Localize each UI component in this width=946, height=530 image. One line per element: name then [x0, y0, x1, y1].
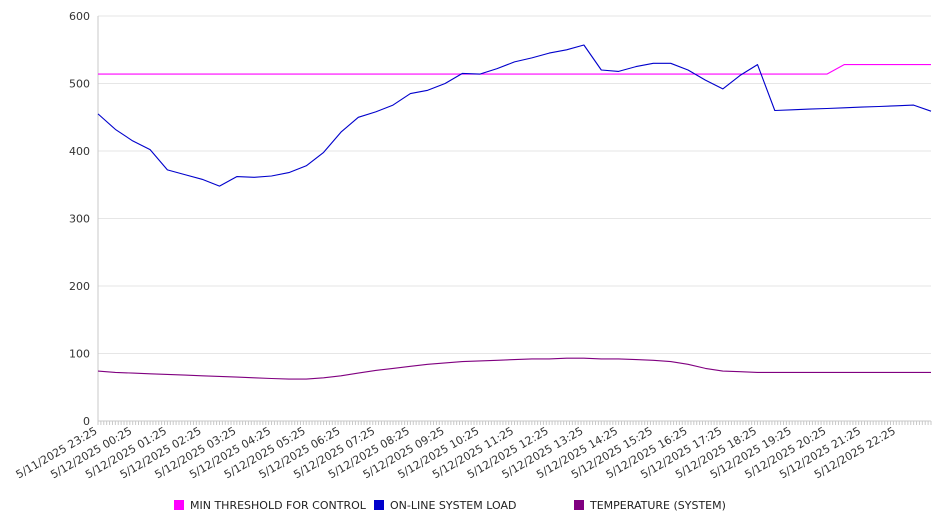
series-line-2	[97, 357, 931, 380]
y-tick-label-0: 0	[83, 415, 90, 428]
y-axis-ticks: 0 100 200 300 400 500 600	[69, 10, 90, 428]
series-line-1	[97, 44, 932, 187]
legend-label-temperature: TEMPERATURE (SYSTEM)	[589, 499, 726, 512]
y-tick-label-600: 600	[69, 10, 90, 23]
y-tick-label-500: 500	[69, 78, 90, 91]
legend-label-min-threshold: MIN THRESHOLD FOR CONTROL	[190, 499, 367, 512]
y-tick-label-300: 300	[69, 213, 90, 226]
legend-swatch-temperature	[574, 500, 584, 510]
series-line-0	[98, 64, 931, 75]
y-tick-label-400: 400	[69, 145, 90, 158]
x-axis-ticks: 5/11/2025 23:255/12/2025 00:255/12/2025 …	[14, 424, 898, 481]
legend-label-system-load: ON-LINE SYSTEM LOAD	[390, 499, 516, 512]
axes	[97, 16, 932, 425]
y-tick-label-200: 200	[69, 280, 90, 293]
legend-swatch-system-load	[374, 500, 384, 510]
series-lines	[97, 44, 932, 380]
grid-lines	[98, 15, 931, 354]
legend: MIN THRESHOLD FOR CONTROL ON-LINE SYSTEM…	[174, 499, 726, 512]
y-tick-label-100: 100	[69, 348, 90, 361]
legend-swatch-min-threshold	[174, 500, 184, 510]
